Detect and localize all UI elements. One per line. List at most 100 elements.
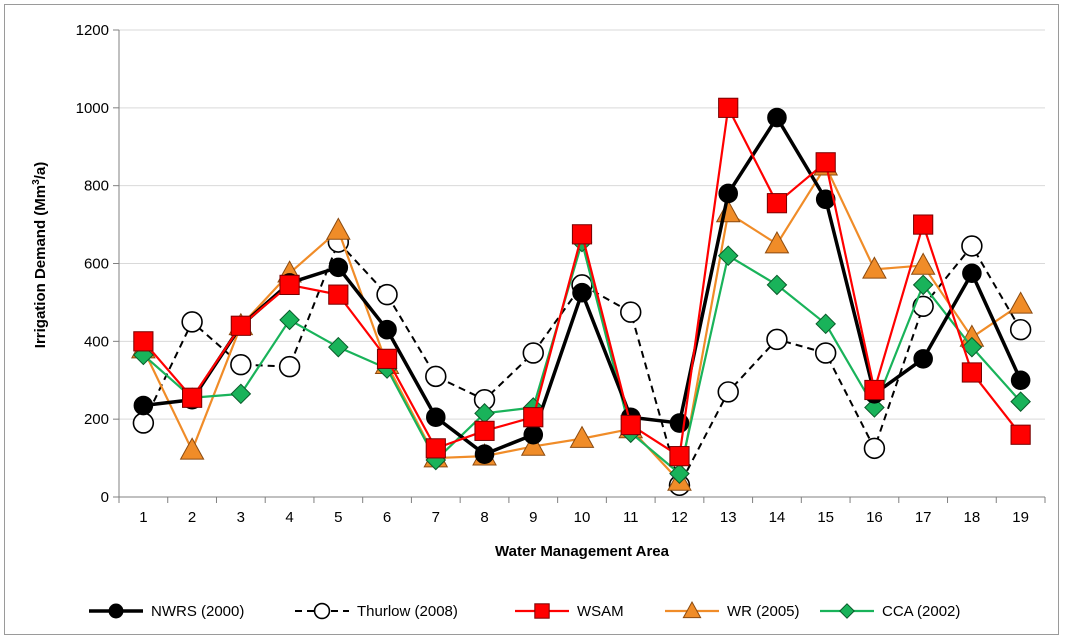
legend-label: WR (2005)	[727, 603, 800, 620]
x-tick-label: 2	[188, 509, 196, 526]
data-point	[108, 603, 124, 619]
x-tick-label: 15	[817, 509, 834, 526]
data-point	[839, 603, 855, 619]
data-point	[325, 217, 351, 240]
data-point	[961, 362, 982, 383]
data-point	[815, 313, 836, 335]
x-tick-label: 3	[237, 509, 245, 526]
data-point	[328, 284, 349, 305]
data-point	[912, 295, 934, 318]
data-point	[910, 252, 936, 275]
data-point	[279, 274, 300, 296]
data-point	[815, 189, 836, 210]
data-point	[230, 353, 252, 376]
data-point	[523, 424, 544, 445]
data-point	[313, 602, 331, 620]
data-point	[913, 214, 934, 235]
data-point	[766, 328, 788, 351]
x-tick-label: 17	[915, 509, 932, 526]
data-point	[766, 274, 788, 296]
data-point	[913, 349, 933, 369]
data-point	[715, 199, 741, 223]
data-point	[182, 387, 203, 408]
x-tick-label: 6	[383, 509, 391, 526]
data-point	[718, 183, 738, 204]
data-point	[1009, 318, 1032, 341]
data-point	[534, 603, 550, 619]
series-wr-2005	[130, 153, 1034, 491]
data-point	[132, 412, 155, 434]
data-point	[426, 407, 446, 428]
data-point	[523, 407, 544, 428]
data-point	[520, 433, 546, 456]
data-point	[766, 193, 788, 214]
x-tick-label: 11	[623, 509, 639, 526]
data-point	[279, 309, 300, 331]
legend-label: WSAM	[577, 603, 624, 620]
data-point	[571, 224, 593, 245]
data-point	[1010, 370, 1031, 391]
data-point	[377, 319, 397, 340]
data-point	[230, 383, 252, 405]
data-point	[1010, 391, 1031, 412]
data-point	[328, 257, 349, 278]
data-point	[717, 245, 739, 267]
data-point	[862, 256, 887, 279]
x-tick-label: 13	[720, 509, 737, 526]
y-tick-label: 800	[84, 178, 109, 195]
data-point	[864, 379, 885, 401]
data-point	[717, 381, 739, 403]
data-point	[425, 365, 447, 388]
legend-entry: CCA (2002)	[820, 603, 960, 620]
y-axis-title: Irrigation Demand (Mm3/a)	[31, 162, 49, 348]
series-thurlow-2008	[132, 231, 1032, 497]
data-point	[474, 444, 495, 464]
data-point	[669, 446, 690, 467]
y-tick-label: 0	[101, 489, 109, 506]
y-tick-label: 1200	[76, 22, 109, 39]
data-point	[961, 235, 983, 257]
data-point	[425, 438, 446, 459]
data-point	[230, 315, 251, 336]
data-point	[718, 97, 739, 118]
data-point	[569, 425, 595, 448]
x-tick-label: 19	[1012, 509, 1029, 526]
data-point	[815, 152, 836, 173]
chart-frame: 0 200 400 600 800 1000 1200 1 2 3 4 5 6 7 8 9 10 11 12 13 1…	[4, 4, 1059, 635]
y-tick-label: 600	[84, 256, 109, 273]
x-tick-label: 10	[574, 509, 591, 526]
data-point	[764, 231, 790, 254]
x-axis-title: Water Management Area	[495, 543, 670, 560]
data-point	[682, 600, 702, 619]
x-tick-label: 9	[529, 509, 537, 526]
data-point	[474, 420, 495, 441]
data-point	[669, 463, 690, 484]
data-point	[278, 355, 301, 378]
x-tick-label: 4	[285, 509, 293, 526]
data-point	[863, 437, 886, 460]
data-point	[767, 107, 787, 128]
x-tick-label: 7	[432, 509, 440, 526]
data-point	[912, 274, 934, 296]
x-tick-label: 1	[139, 509, 147, 526]
legend-label: CCA (2002)	[882, 603, 960, 620]
y-tick-label: 200	[84, 411, 109, 428]
legend-entry: WSAM	[515, 603, 624, 620]
legend-label: Thurlow (2008)	[357, 603, 458, 620]
y-tick-label: 1000	[76, 100, 109, 117]
data-point	[620, 414, 641, 436]
x-tick-label: 14	[769, 509, 786, 526]
legend-entry: NWRS (2000)	[89, 603, 244, 620]
y-axis: 0 200 400 600 800 1000 1200	[76, 22, 120, 506]
gridlines	[119, 29, 1045, 420]
data-point	[181, 311, 203, 333]
series-nwrs-2000	[133, 107, 1031, 464]
data-point	[961, 336, 983, 358]
data-point	[522, 342, 544, 364]
data-point	[179, 437, 205, 460]
data-point	[572, 282, 592, 303]
x-tick-label: 18	[964, 509, 981, 526]
series-group	[130, 97, 1034, 497]
x-tick-label: 16	[866, 509, 883, 526]
